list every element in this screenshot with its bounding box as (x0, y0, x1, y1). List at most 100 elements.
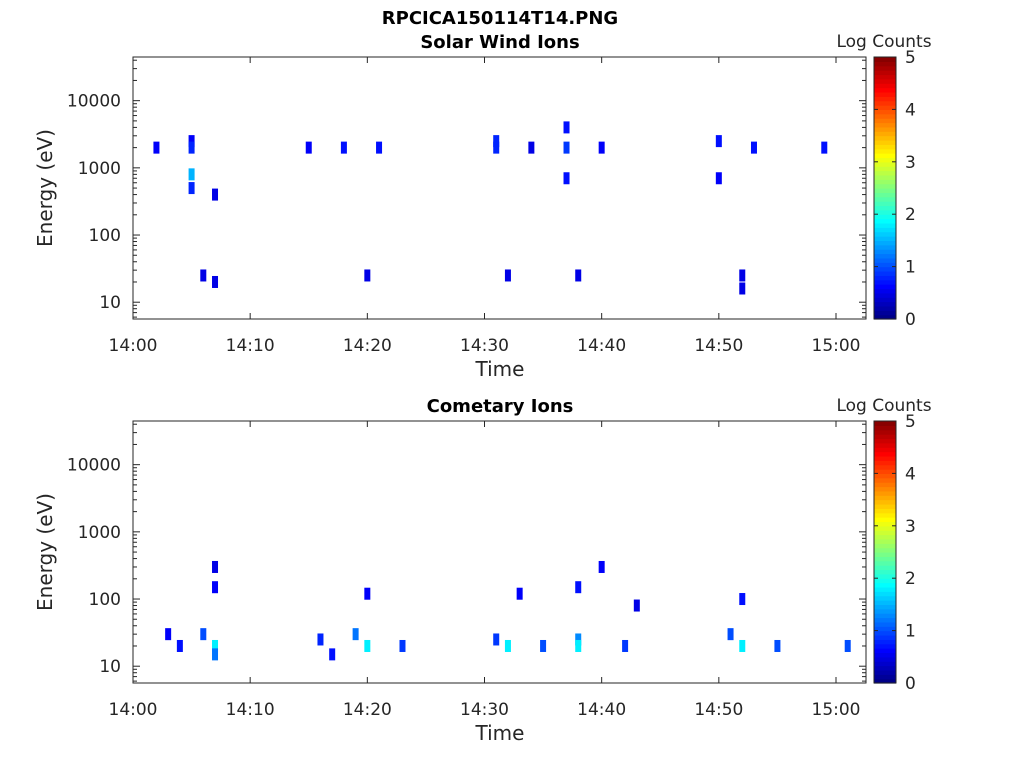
heatmap-cell (575, 639, 582, 652)
colorbar: 0 1 2 3 4 5 (873, 48, 916, 330)
y-axis-label: Energy (eV) (33, 129, 57, 247)
colorbar-segment (874, 486, 896, 492)
heatmap-cell (212, 188, 219, 201)
colorbar-segment (874, 582, 896, 588)
heatmap-cell (364, 639, 371, 652)
heatmap-cell (188, 182, 195, 195)
colorbar-segment (874, 310, 896, 316)
colorbar-segment (874, 442, 896, 448)
colorbar-segment (874, 451, 896, 457)
x-tick-label: 14:30 (460, 700, 509, 720)
colorbar-segment (874, 600, 896, 605)
colorbar-segment (874, 429, 896, 435)
heatmap-cell (575, 633, 582, 646)
colorbar-segment (874, 552, 896, 557)
colorbar-segment (874, 209, 896, 215)
heatmap-cell (774, 639, 781, 652)
y-tick-label: 100 (89, 590, 121, 610)
y-axis-ticks: 10 100 1000 10000 (67, 59, 866, 318)
heatmap-cell (739, 639, 746, 652)
heatmap-cell (563, 141, 570, 154)
colorbar-tick-label: 2 (905, 569, 916, 589)
heatmap-cell (200, 269, 207, 282)
colorbar-segment (874, 665, 896, 671)
colorbar-segment (874, 105, 896, 110)
colorbar-segment (874, 669, 896, 675)
heatmap-cell (563, 172, 570, 185)
colorbar-segment (874, 438, 896, 444)
colorbar-segment (874, 495, 896, 501)
heatmap-cell (739, 269, 746, 282)
colorbar-label: Log Counts (836, 32, 931, 52)
heatmap-cell (598, 560, 605, 573)
x-tick-label: 14:20 (343, 336, 392, 356)
heatmap-cell (598, 141, 605, 154)
colorbar-segment (874, 157, 896, 163)
colorbar-segment (874, 565, 896, 571)
colorbar-segment (874, 218, 896, 224)
colorbar-segment (874, 656, 896, 662)
heatmap-cell (153, 141, 160, 154)
heatmap-cell (212, 648, 219, 661)
heatmap-cell (376, 141, 383, 154)
colorbar-segment (874, 573, 896, 579)
colorbar-segment (874, 517, 896, 523)
colorbar-segment (874, 674, 896, 680)
colorbar-segment (874, 525, 896, 531)
colorbar-segment (874, 538, 896, 544)
x-tick-label: 14:50 (694, 336, 743, 356)
heatmap-cell (504, 639, 511, 652)
colorbar-segment (874, 74, 896, 80)
colorbar-segment (874, 266, 896, 272)
colorbar-segment (874, 131, 896, 137)
colorbar-segment (874, 65, 896, 71)
plot-frame (132, 420, 867, 684)
colorbar-segment (874, 196, 896, 202)
colorbar-segment (874, 205, 896, 211)
y-tick-label: 10000 (67, 456, 121, 476)
heatmap-cell (750, 141, 757, 154)
colorbar-segment (874, 249, 896, 255)
colorbar-tick-label: 5 (905, 412, 916, 432)
heatmap-cell (399, 639, 406, 652)
colorbar-segment (874, 617, 896, 623)
colorbar-label: Log Counts (836, 396, 931, 416)
colorbar-segment (874, 455, 896, 461)
y-tick-label: 10 (99, 657, 121, 677)
heatmap-cell (727, 628, 734, 641)
x-tick-label: 14:40 (577, 700, 626, 720)
colorbar-tick-label: 2 (905, 205, 916, 225)
colorbar-segment (874, 113, 896, 119)
heatmap-cell (305, 141, 312, 154)
heatmap-cells (165, 560, 851, 661)
colorbar-segment (874, 188, 896, 193)
heatmap-cell (364, 587, 371, 600)
heatmap-cells (153, 121, 828, 295)
x-axis-label: Time (475, 721, 525, 745)
heatmap-cell (165, 628, 172, 641)
colorbar-segment (874, 144, 896, 150)
heatmap-cell (622, 639, 629, 652)
colorbar-segment (874, 109, 896, 115)
colorbar-segment (874, 613, 896, 619)
colorbar-segment (874, 512, 896, 518)
colorbar-tick-label: 5 (905, 48, 916, 68)
colorbar-segment (874, 279, 896, 285)
colorbar-segment (874, 661, 896, 667)
colorbar-segment (874, 425, 896, 431)
heatmap-cell (212, 275, 219, 288)
colorbar-segment (874, 222, 896, 228)
x-tick-label: 15:00 (812, 336, 861, 356)
colorbar-tick-label: 1 (905, 258, 916, 278)
heatmap-cell (364, 269, 371, 282)
colorbar-segment (874, 297, 896, 303)
colorbar-segment (874, 464, 896, 470)
colorbar-segment (874, 135, 896, 141)
colorbar-segment (874, 595, 896, 601)
heatmap-cell (563, 121, 570, 134)
heatmap-cell (493, 135, 500, 148)
heatmap-cell (739, 282, 746, 295)
y-tick-label: 100 (89, 226, 121, 246)
y-tick-label: 10 (99, 293, 121, 313)
x-tick-label: 14:10 (226, 336, 275, 356)
